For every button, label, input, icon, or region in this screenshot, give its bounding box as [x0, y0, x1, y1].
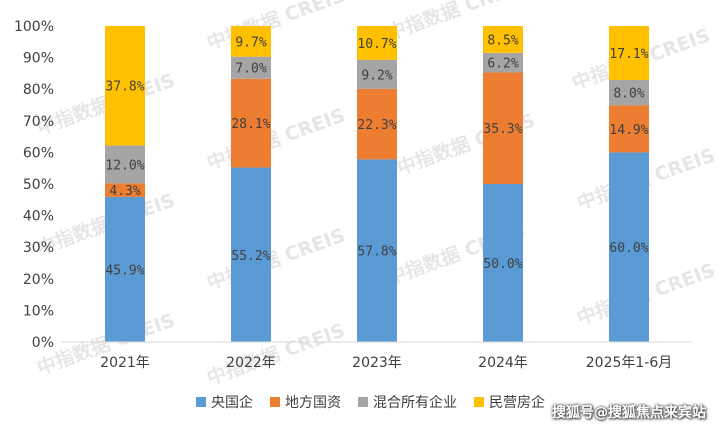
legend-swatch: [358, 397, 368, 407]
bar-segment: [609, 152, 649, 342]
x-tick-label: 2023年: [352, 355, 402, 371]
bar-segment: [483, 72, 523, 184]
y-axis: 0% 10% 20% 30% 40% 50% 60% 70% 80% 90% 100%: [14, 19, 54, 351]
bar-segment: [483, 184, 523, 342]
bar-segment: [105, 145, 145, 184]
data-label: 9.7%: [235, 35, 266, 50]
y-tick-label: 60%: [23, 145, 54, 161]
bar-segment: [231, 78, 271, 168]
data-label: 55.2%: [231, 249, 270, 264]
data-label: 8.0%: [613, 87, 644, 102]
data-label: 22.3%: [357, 118, 396, 133]
y-tick-label: 90%: [23, 51, 54, 67]
data-label: 14.9%: [609, 123, 648, 138]
bars-layer: 45.9% 4.3% 12.0% 37.8% 55.2% 28.1% 7.0% 9.7% 57.…: [105, 26, 649, 342]
legend-label: 民营房企: [489, 394, 545, 411]
y-tick-label: 40%: [23, 209, 54, 225]
legend-label: 央国企: [211, 394, 253, 411]
watermark-text: 中指数据 CREIS: [204, 0, 348, 55]
data-label: 6.2%: [487, 57, 518, 72]
bar-segment: [609, 105, 649, 153]
data-label: 50.0%: [483, 257, 522, 272]
data-label: 17.1%: [609, 47, 648, 62]
data-label: 37.8%: [105, 80, 144, 95]
watermark-text: 中指数据 CREIS: [204, 104, 348, 175]
bar-segment: [105, 183, 145, 197]
y-tick-label: 70%: [23, 114, 54, 130]
data-label: 35.3%: [483, 122, 522, 137]
bar-segment: [483, 26, 523, 53]
legend: 央国企 地方国资 混合所有企业 民营房企: [196, 394, 545, 411]
data-label: 60.0%: [609, 241, 648, 256]
bar-segment: [231, 56, 271, 79]
y-tick-label: 50%: [23, 177, 54, 193]
legend-label: 混合所有企业: [373, 394, 457, 411]
legend-label: 地方国资: [285, 395, 341, 411]
bar-segment: [483, 52, 523, 73]
data-label: 8.5%: [487, 33, 518, 48]
x-tick-label: 2022年: [226, 355, 276, 371]
bar-segment: [357, 88, 397, 160]
bar-segment: [357, 159, 397, 342]
y-tick-label: 100%: [14, 19, 54, 35]
data-label: 7.0%: [235, 62, 266, 77]
x-axis: 2021年 2022年 2023年 2024年 2025年1-6月: [100, 355, 672, 371]
y-tick-label: 30%: [23, 240, 54, 256]
legend-swatch: [270, 397, 280, 407]
data-label: 4.3%: [109, 184, 140, 199]
watermark-text: 中指数据 CREIS: [204, 224, 348, 295]
data-label: 12.0%: [105, 158, 144, 173]
y-tick-label: 0%: [32, 335, 54, 351]
legend-swatch: [474, 397, 484, 407]
bar-segment: [609, 80, 649, 106]
bar-segment: [357, 59, 397, 89]
y-tick-label: 80%: [23, 82, 54, 98]
bar-segment: [609, 26, 649, 81]
data-label: 45.9%: [105, 263, 144, 278]
data-label: 57.8%: [357, 245, 396, 260]
source-credit: 搜狐号@搜狐焦点来宾站: [552, 405, 706, 421]
data-label: 28.1%: [231, 117, 270, 132]
bar-segment: [357, 26, 397, 60]
bar-segment: [231, 26, 271, 57]
x-tick-label: 2025年1-6月: [586, 355, 673, 371]
bar-segment: [105, 26, 145, 146]
x-tick-label: 2021年: [100, 355, 150, 371]
data-label: 10.7%: [357, 37, 396, 52]
y-tick-label: 10%: [23, 303, 54, 319]
legend-swatch: [196, 397, 206, 407]
bar-segment: [231, 167, 271, 342]
data-label: 9.2%: [361, 68, 392, 83]
bar-segment: [105, 196, 145, 342]
y-tick-label: 20%: [23, 272, 54, 288]
x-tick-label: 2024年: [478, 355, 528, 371]
